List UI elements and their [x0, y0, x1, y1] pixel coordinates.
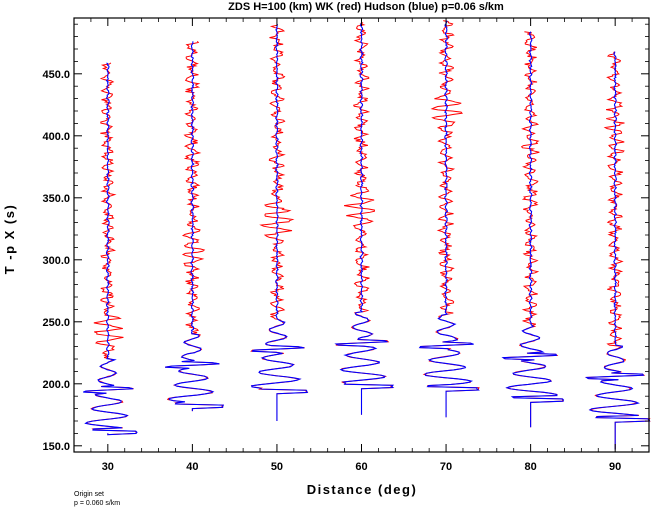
x-tick-label: 30	[102, 461, 114, 473]
y-tick-label: 150.0	[42, 441, 70, 453]
hudson-trace-80	[501, 31, 565, 428]
x-tick-label: 90	[609, 461, 621, 473]
x-tick-label: 60	[355, 461, 367, 473]
wk-trace-90	[584, 51, 651, 450]
hudson-trace-30	[83, 62, 138, 436]
x-tick-label: 80	[524, 461, 536, 473]
wk-trace-70	[419, 20, 480, 418]
x-tick-label: 50	[271, 461, 283, 473]
hudson-trace-40	[165, 41, 225, 412]
wk-trace-60	[335, 22, 395, 415]
chart-title: ZDS H=100 (km) WK (red) Hudson (blue) p=…	[228, 1, 504, 13]
y-tick-label: 200.0	[42, 379, 70, 391]
hudson-trace-70	[418, 20, 480, 418]
hudson-trace-90	[585, 51, 651, 450]
axis-ticks: 30 40 50 60 70 80 90 150.0 200.0 250.0 300.0 350.0 4…	[42, 18, 649, 473]
y-tick-label: 250.0	[42, 317, 70, 329]
y-tick-label: 400.0	[42, 131, 70, 143]
wk-trace-80	[502, 31, 564, 428]
y-tick-label: 350.0	[42, 193, 70, 205]
footer-origin-note: Origin set	[74, 491, 104, 498]
x-tick-label: 70	[440, 461, 452, 473]
y-tick-label: 300.0	[42, 255, 70, 267]
y-tick-label: 450.0	[42, 69, 70, 81]
y-axis-label: T -p X (s)	[2, 204, 17, 275]
wk-trace-40	[165, 40, 224, 412]
x-axis-label: Distance (deg)	[307, 482, 418, 497]
footer-slowness-note: p = 0.060 s/km	[74, 500, 120, 507]
plot-area	[83, 20, 651, 450]
wk-trace-30	[83, 62, 137, 436]
hudson-trace-60	[334, 22, 395, 415]
hudson-trace-50	[250, 23, 308, 421]
x-tick-label: 40	[186, 461, 198, 473]
